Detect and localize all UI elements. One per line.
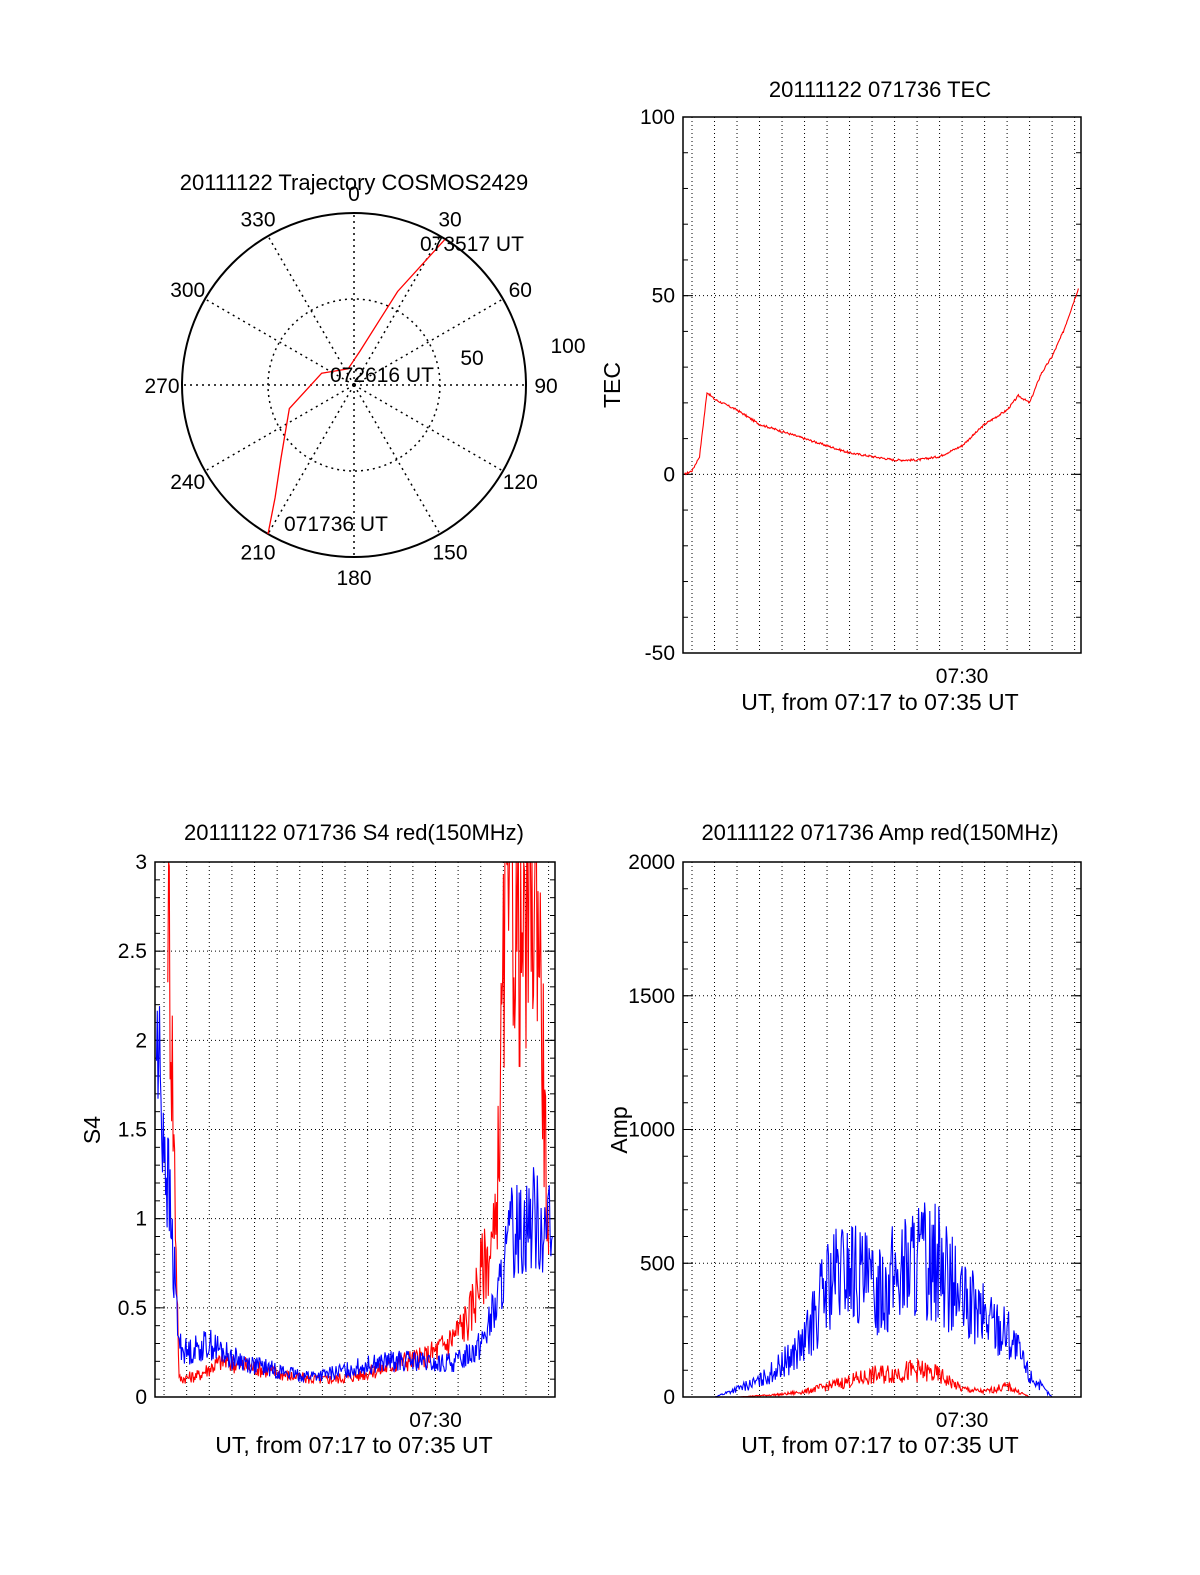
x-tick-label: 07:30 xyxy=(936,1409,989,1432)
polar-azimuth-label: 330 xyxy=(240,209,275,232)
s4-ylabel: S4 xyxy=(79,1116,105,1144)
amp-title: 20111122 071736 Amp red(150MHz) xyxy=(701,820,1058,845)
y-tick-label: 100 xyxy=(640,106,675,129)
tec-title: 20111122 071736 TEC xyxy=(769,77,991,102)
polar-title: 20111122 Trajectory COSMOS2429 xyxy=(180,170,529,195)
y-tick-label: 0 xyxy=(135,1386,147,1409)
y-tick-label: 0 xyxy=(663,463,675,486)
tec-ylabel: TEC xyxy=(599,362,625,408)
y-tick-label: 0 xyxy=(663,1386,675,1409)
tec-series-red xyxy=(684,288,1079,476)
y-tick-label: 1000 xyxy=(628,1119,675,1142)
polar-spoke xyxy=(353,384,504,472)
plot-frame xyxy=(682,861,1082,1398)
y-tick-label: 1500 xyxy=(628,985,675,1008)
s4-title: 20111122 071736 S4 red(150MHz) xyxy=(184,820,524,845)
polar-spoke xyxy=(204,298,355,386)
polar-mid-label: 072616 UT xyxy=(330,364,434,387)
y-tick-label: 0.5 xyxy=(118,1297,147,1320)
polar-azimuth-label: 0 xyxy=(348,183,360,206)
s4-series-blue xyxy=(155,1006,553,1384)
polar-spoke xyxy=(267,235,355,386)
polar-outer-ring xyxy=(181,212,527,558)
amp-ylabel: Amp xyxy=(606,1106,632,1153)
polar-start-label: 071736 UT xyxy=(284,513,388,536)
polar-radial-label: 50 xyxy=(460,347,483,370)
amp-xlabel: UT, from 07:17 to 07:35 UT xyxy=(741,1432,1018,1458)
y-tick-label: 50 xyxy=(652,285,675,308)
polar-spoke xyxy=(353,235,441,386)
y-tick-label: 2000 xyxy=(628,851,675,874)
polar-radial-label: 100 xyxy=(550,335,585,358)
x-tick-label: 07:30 xyxy=(409,1409,462,1432)
y-tick-label: 500 xyxy=(640,1252,675,1275)
x-tick-label: 07:30 xyxy=(936,665,989,688)
tec-xlabel: UT, from 07:17 to 07:35 UT xyxy=(741,689,1018,715)
polar-spoke xyxy=(204,384,355,472)
polar-azimuth-label: 270 xyxy=(144,375,179,398)
y-tick-label: 2.5 xyxy=(118,940,147,963)
polar-azimuth-label: 120 xyxy=(503,471,538,494)
y-tick-label: 2 xyxy=(135,1029,147,1052)
s4-xlabel: UT, from 07:17 to 07:35 UT xyxy=(215,1432,492,1458)
polar-azimuth-label: 150 xyxy=(432,541,467,564)
s4-chart: 20111122 071736 S4 red(150MHz) UT, from … xyxy=(79,820,556,1458)
plot-frame xyxy=(154,861,556,1398)
polar-spoke xyxy=(267,384,355,535)
polar-azimuth-label: 180 xyxy=(336,567,371,590)
polar-azimuth-label: 240 xyxy=(170,471,205,494)
tec-chart: 20111122 071736 TEC UT, from 07:17 to 07… xyxy=(599,77,1082,715)
y-tick-label: -50 xyxy=(645,642,675,665)
amp-series-red xyxy=(684,1357,1079,1398)
polar-azimuth-label: 90 xyxy=(534,375,557,398)
polar-azimuth-label: 30 xyxy=(438,209,461,232)
y-tick-label: 3 xyxy=(135,851,147,874)
polar-spoke xyxy=(353,384,441,535)
polar-track-line xyxy=(267,238,446,535)
y-tick-label: 1.5 xyxy=(118,1119,147,1142)
polar-end-label: 073517 UT xyxy=(420,233,524,256)
polar-azimuth-label: 60 xyxy=(509,279,532,302)
polar-azimuth-label: 210 xyxy=(240,541,275,564)
amp-series-blue xyxy=(684,1202,1079,1398)
polar-azimuth-label: 300 xyxy=(170,279,205,302)
amp-chart: 20111122 071736 Amp red(150MHz) UT, from… xyxy=(606,820,1082,1458)
polar-trajectory-plot: 20111122 Trajectory COSMOS2429 0 30 60 90 12… xyxy=(144,170,585,590)
plot-frame xyxy=(682,116,1082,654)
y-tick-label: 1 xyxy=(135,1208,147,1231)
polar-spoke xyxy=(353,298,504,386)
